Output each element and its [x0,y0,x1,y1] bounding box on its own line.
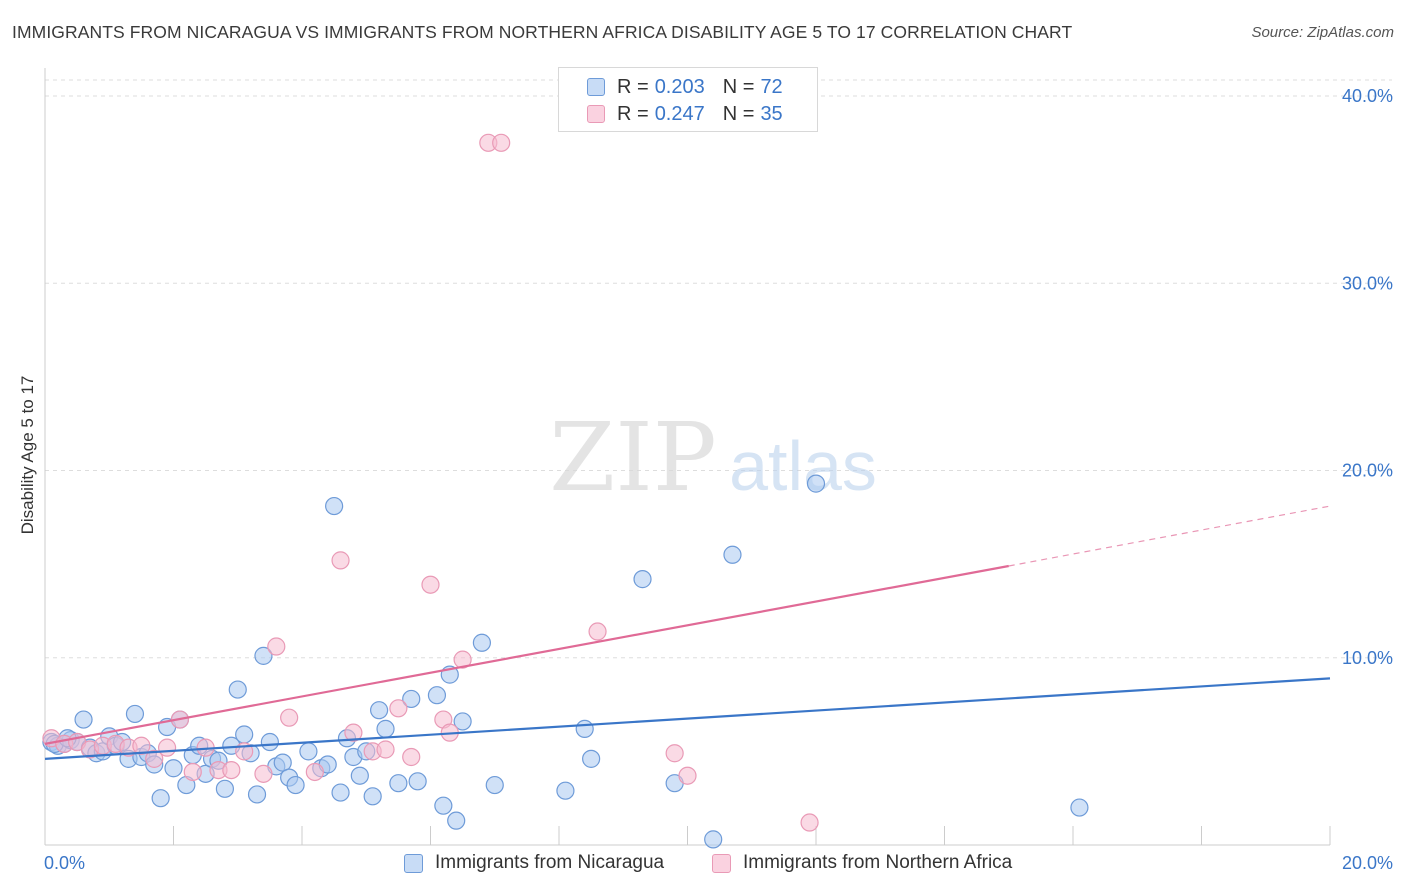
point-nicaragua [1070,798,1089,817]
point-nicaragua [254,646,273,665]
trendline-northern-africa [44,564,1009,745]
point-northern-africa [145,749,164,768]
series-legend-northern-africa: Immigrants from Northern Africa [712,852,1012,874]
point-nicaragua [350,766,369,785]
point-nicaragua [260,732,279,752]
legend-row-nicaragua: R = 0.203 N = 72 [587,74,783,100]
point-nicaragua [286,775,305,795]
legend-n-label: N = [722,75,755,98]
point-northern-africa [588,622,607,641]
point-nicaragua [556,781,575,800]
series-swatch-blue [404,853,423,873]
point-nicaragua [125,704,145,724]
point-nicaragua [235,725,254,744]
point-nicaragua [485,775,504,795]
grid-layer [45,79,1392,659]
legend-r-value: 0.247 [654,102,705,125]
chart-title: IMMIGRANTS FROM NICARAGUA VS IMMIGRANTS … [12,22,1073,42]
point-northern-africa [132,736,151,755]
point-northern-africa [421,575,440,594]
point-nicaragua [704,830,723,849]
correlation-legend: R = 0.203 N = 72 R = 0.247 N = 35 [558,67,818,132]
y-tick-label: 40.0% [1342,86,1393,106]
y-tick-label: 30.0% [1342,273,1393,293]
legend-r-label: R = [617,102,649,125]
points-layer [42,133,1089,849]
point-nicaragua [331,783,350,802]
x-tick-label: 0.0% [44,853,85,873]
trend-layer [44,505,1331,760]
series-name-northern-africa: Immigrants from Northern Africa [743,852,1013,873]
x-tick-label: 20.0% [1342,853,1393,873]
point-nicaragua [164,759,183,778]
point-nicaragua [582,749,601,768]
point-northern-africa [389,699,408,718]
source-credit: Source: ZipAtlas.com [1251,24,1394,41]
point-nicaragua [363,787,382,806]
legend-swatch-pink [587,105,605,123]
axes-layer [44,68,1331,846]
point-nicaragua [472,633,491,652]
watermark: ZIP atlas [549,403,877,513]
legend-n-value: 72 [760,75,783,98]
point-northern-africa [183,762,202,782]
series-legend: Immigrants from Nicaragua Immigrants fro… [0,852,1406,878]
point-northern-africa [376,740,395,759]
point-northern-africa [402,747,421,767]
legend-n-value: 35 [760,102,783,125]
point-nicaragua [325,496,344,516]
point-nicaragua [151,789,170,808]
point-nicaragua [376,719,395,739]
point-nicaragua [447,811,466,830]
trendline-extension-northern-africa [1008,505,1331,567]
legend-r-value: 0.203 [654,75,705,98]
point-nicaragua [247,785,267,804]
point-nicaragua [273,753,292,772]
point-northern-africa [331,551,350,570]
point-nicaragua [370,701,389,720]
labels-layer: 10.0% 20.0% 30.0% 40.0% 0.0% 20.0% [44,86,1393,873]
legend-n-label: N = [722,102,755,125]
point-northern-africa [222,760,241,780]
series-name-nicaragua: Immigrants from Nicaragua [435,852,665,873]
point-northern-africa [453,650,472,669]
legend-row-northern-africa: R = 0.247 N = 35 [587,101,783,127]
point-nicaragua [389,774,408,793]
point-nicaragua [299,742,318,761]
legend-swatch-blue [587,78,605,96]
point-northern-africa [344,723,363,742]
watermark-zip: ZIP [549,403,716,513]
series-swatch-pink [712,853,731,873]
point-nicaragua [215,779,234,798]
y-axis-label: Disability Age 5 to 17 [18,376,37,535]
point-nicaragua [402,689,421,709]
point-northern-africa [305,762,324,782]
point-northern-africa [665,744,684,763]
point-nicaragua [633,570,652,589]
point-nicaragua [408,772,427,791]
point-northern-africa [267,637,286,656]
series-legend-nicaragua: Immigrants from Nicaragua [404,852,664,874]
point-northern-africa [280,708,299,727]
point-nicaragua [74,710,93,729]
legend-r-label: R = [617,75,649,98]
y-tick-label: 20.0% [1342,461,1393,481]
point-northern-africa [800,813,819,832]
y-tick-label: 10.0% [1342,648,1393,668]
watermark-atlas: atlas [729,427,877,505]
point-nicaragua [427,686,447,705]
point-nicaragua [434,796,453,815]
point-northern-africa [678,766,697,785]
point-nicaragua [723,545,742,564]
point-nicaragua [806,474,826,493]
point-northern-africa [254,764,273,783]
point-nicaragua [228,680,247,699]
point-northern-africa [157,738,177,757]
point-northern-africa [492,133,511,152]
point-nicaragua [575,719,594,739]
trendline-nicaragua [44,677,1331,760]
point-nicaragua [453,712,472,731]
